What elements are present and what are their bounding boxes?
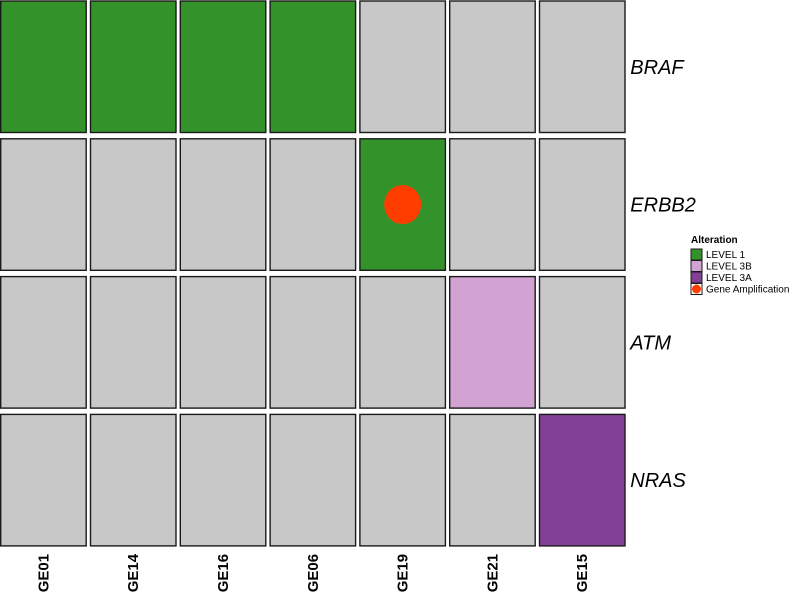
sample-label-ge19: GE19 (395, 554, 412, 592)
cell-braf-ge14 (89, 0, 177, 134)
cell-braf-ge21 (449, 0, 536, 134)
cell-nras-ge21 (449, 413, 536, 547)
legend-label-gene-amplification: Gene Amplification (706, 285, 789, 296)
cell-nras-ge14 (89, 413, 177, 547)
cell-braf-ge15 (538, 0, 626, 134)
cell-braf-ge19 (359, 0, 447, 134)
gene-label-atm: ATM (629, 332, 671, 354)
cell-erbb2-ge16 (179, 138, 267, 272)
legend-label-level-3a: LEVEL 3A (706, 273, 752, 284)
gene-label-erbb2: ERBB2 (630, 195, 696, 217)
sample-label-ge06: GE06 (305, 554, 322, 592)
legend-label-level-1: LEVEL 1 (706, 250, 746, 261)
cells-layer (0, 0, 626, 547)
legend-title: Alteration (691, 235, 738, 246)
amplification-marker-erbb2-ge19 (384, 185, 422, 225)
cell-braf-ge16 (179, 0, 267, 134)
cell-atm-ge15 (538, 275, 626, 409)
cell-nras-ge15 (538, 413, 626, 547)
cell-erbb2-ge15 (538, 138, 626, 272)
cell-erbb2-ge01 (0, 138, 87, 272)
legend-swatch-level-3a (690, 271, 703, 284)
cell-braf-ge06 (269, 0, 357, 134)
legend-swatch-level-1 (690, 248, 703, 261)
cell-nras-ge06 (269, 413, 357, 547)
cell-erbb2-ge14 (89, 138, 177, 272)
cell-erbb2-ge21 (449, 138, 536, 272)
cell-nras-ge19 (359, 413, 447, 547)
legend-swatch-gene-amplification (692, 284, 701, 294)
sample-label-ge14: GE14 (125, 553, 142, 592)
sample-label-ge01: GE01 (35, 554, 52, 592)
cell-atm-ge14 (89, 275, 177, 409)
cell-nras-ge16 (179, 413, 267, 547)
legend-swatch-level-3b (690, 260, 703, 272)
sample-label-ge15: GE15 (574, 554, 591, 592)
sample-labels: GE01 GE14 GE16 GE06 GE19 GE21 GE15 (35, 553, 591, 592)
sample-label-ge16: GE16 (215, 554, 232, 592)
sample-label-ge21: GE21 (484, 554, 501, 592)
gene-labels: BRAF ERBB2 ATM NRAS (629, 57, 696, 492)
gene-label-braf: BRAF (630, 57, 685, 79)
cell-atm-ge16 (179, 275, 267, 409)
cell-atm-ge06 (269, 275, 357, 409)
cell-atm-ge01 (0, 275, 87, 409)
cell-braf-ge01 (0, 0, 87, 134)
cell-nras-ge01 (0, 413, 87, 547)
cell-atm-ge21 (449, 275, 536, 409)
gene-label-nras: NRAS (630, 470, 686, 492)
cell-erbb2-ge06 (269, 138, 357, 272)
cell-atm-ge19 (359, 275, 447, 409)
legend-label-level-3b: LEVEL 3B (706, 262, 752, 273)
